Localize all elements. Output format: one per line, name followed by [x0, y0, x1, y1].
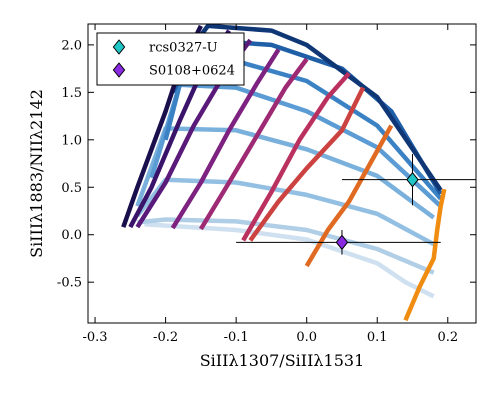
model-line-1: [144, 222, 435, 299]
y-tick-label: 0.0: [61, 228, 82, 243]
x-axis-label: SiIIλ1307/SiIIλ1531: [200, 351, 365, 370]
model-line-17: [403, 188, 447, 322]
y-axis-label: SiIIIλ1883/NIIλ2142: [27, 89, 46, 258]
plot-frame: [87, 23, 477, 324]
y-tick-label: 0.5: [61, 181, 82, 196]
x-tick-label: -0.2: [153, 330, 178, 345]
y-tick-label: 1.0: [61, 133, 82, 148]
x-tick-label: 0.0: [296, 330, 317, 345]
legend-label: S0108+0624: [149, 64, 235, 79]
marker-s0108-0624: [335, 234, 349, 251]
y-tick-label: 1.5: [61, 86, 82, 101]
x-tick-label: 0.2: [437, 330, 458, 345]
x-tick-label: 0.1: [367, 330, 388, 345]
x-tick-label: -0.1: [224, 330, 249, 345]
axis-ticks: [88, 24, 476, 323]
legend-box: [96, 32, 245, 86]
legend-marker: [112, 39, 126, 55]
model-line-12: [170, 48, 281, 230]
model-line-14: [241, 71, 351, 242]
model-line-8: [184, 24, 443, 192]
legend: rcs0327-U S0108+0624: [96, 32, 245, 86]
model-line-15: [248, 86, 366, 242]
data-markers: [335, 171, 419, 251]
legend-label: rcs0327-U: [149, 41, 218, 56]
y-tick-label: 2.0: [61, 38, 82, 53]
x-tick-label: -0.3: [83, 330, 108, 345]
marker-rcs0327-u: [406, 171, 419, 188]
tick-labels: -0.3 -0.2 -0.1 0.0 0.1 0.2 -0.5 0.0 0.5 1.0 1.5 2.0: [57, 38, 458, 345]
y-tick-label: -0.5: [57, 276, 82, 291]
model-line-16: [304, 124, 394, 268]
legend-marker: [112, 62, 126, 78]
model-line-2: [137, 217, 435, 275]
model-line-13: [198, 57, 309, 231]
